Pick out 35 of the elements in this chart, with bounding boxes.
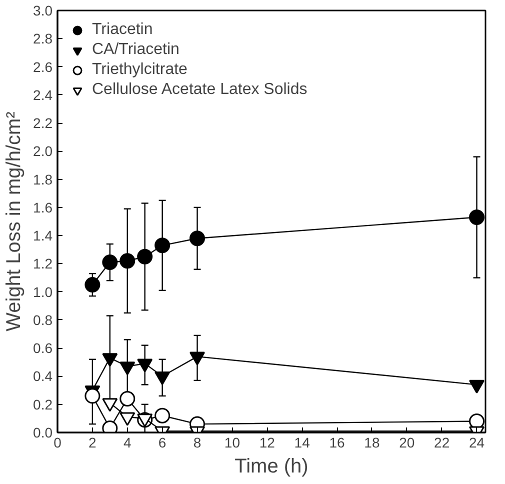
- y-tick-label: 2.2: [33, 115, 53, 132]
- y-tick-label: 1.0: [33, 284, 53, 300]
- y-tick-label: 0.8: [33, 312, 53, 328]
- y-tick-label: 0.2: [33, 396, 53, 412]
- y-tick-label: 1.8: [33, 171, 53, 188]
- legend-label: Cellulose Acetate Latex Solids: [92, 81, 308, 99]
- y-tick-label: 2.8: [33, 30, 53, 47]
- y-tick-label: 2.6: [33, 58, 53, 75]
- x-tick-label: 16: [329, 434, 346, 450]
- y-tick-label: 1.2: [33, 256, 53, 272]
- y-tick-label: 0.4: [33, 368, 53, 384]
- x-tick-label: 18: [364, 434, 380, 450]
- x-tick-label: 10: [224, 434, 240, 450]
- x-tick-label: 24: [468, 434, 485, 450]
- x-tick-label: 20: [399, 434, 415, 450]
- x-tick-label: 22: [434, 434, 450, 450]
- x-tick-label: 4: [123, 434, 132, 450]
- legend-label: CA/Triacetin: [92, 41, 180, 59]
- x-tick-label: 0: [54, 434, 62, 450]
- y-tick-label: 0.6: [33, 340, 53, 356]
- legend-label: Triethylcitrate: [92, 61, 188, 79]
- x-tick-label: 2: [88, 434, 97, 450]
- y-tick-label: 0.0: [33, 424, 53, 440]
- y-tick-label: 1.6: [33, 199, 53, 216]
- x-tick-label: 12: [259, 434, 276, 450]
- y-tick-label: 1.4: [33, 228, 53, 244]
- y-axis-title: Weight Loss in mg/h/cm²: [3, 111, 26, 332]
- legend-label: Triacetin: [92, 21, 153, 39]
- y-tick-label: 2.4: [33, 86, 53, 103]
- x-tick-label: 6: [158, 434, 166, 450]
- y-tick-label: 3.0: [33, 2, 53, 18]
- x-tick-label: 8: [193, 434, 202, 450]
- x-tick-label: 14: [294, 434, 310, 450]
- y-tick-label: 2.0: [33, 143, 53, 160]
- x-axis-title: Time (h): [234, 456, 308, 478]
